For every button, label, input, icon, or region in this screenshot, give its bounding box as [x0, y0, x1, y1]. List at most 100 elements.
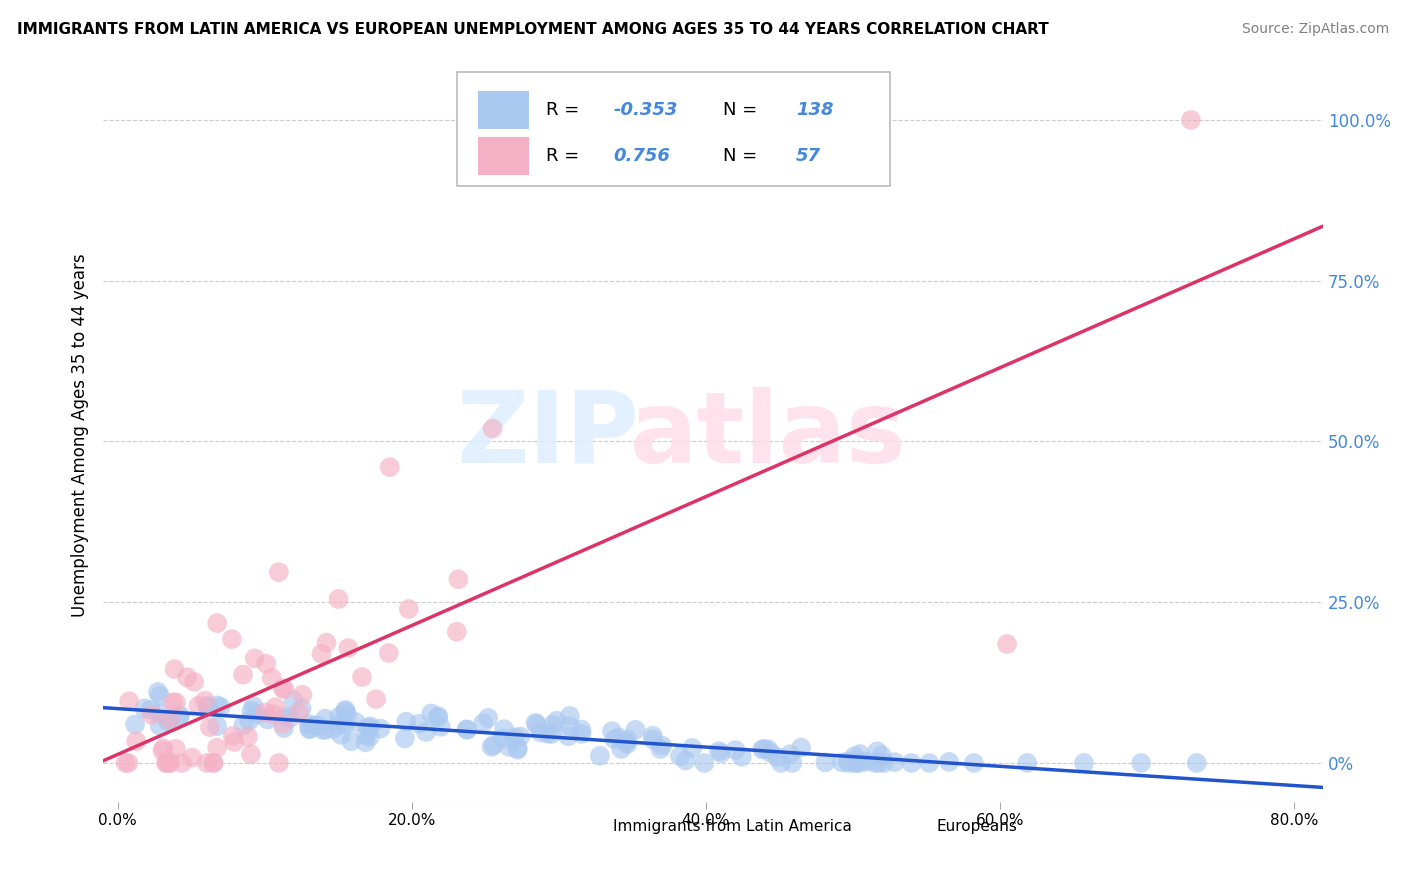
Point — [751, 742, 773, 756]
Point — [398, 602, 420, 616]
Point — [557, 729, 579, 743]
Point — [693, 756, 716, 770]
Point — [378, 460, 401, 475]
Point — [165, 742, 187, 756]
Point — [149, 689, 172, 703]
Point — [141, 708, 163, 723]
Point — [446, 624, 468, 639]
Text: Source: ZipAtlas.com: Source: ZipAtlas.com — [1241, 22, 1389, 37]
Point — [844, 749, 866, 764]
Point — [415, 725, 437, 739]
Point — [314, 712, 336, 726]
Point — [271, 681, 294, 695]
Point — [209, 700, 232, 714]
Point — [503, 731, 526, 745]
Point — [254, 657, 277, 671]
Point — [429, 720, 451, 734]
Point — [157, 756, 180, 770]
Point — [1180, 112, 1202, 127]
Point — [855, 755, 877, 769]
Point — [183, 674, 205, 689]
Point — [710, 746, 733, 760]
Point — [176, 670, 198, 684]
Point — [849, 747, 872, 761]
Point — [340, 734, 363, 748]
Point — [246, 707, 269, 722]
Point — [322, 722, 344, 736]
Point — [845, 756, 868, 770]
Point — [1073, 756, 1095, 770]
Point — [198, 720, 221, 734]
Point — [333, 704, 356, 718]
Point — [394, 731, 416, 746]
Point — [614, 735, 637, 749]
Point — [243, 651, 266, 665]
Point — [610, 742, 633, 756]
Point — [118, 694, 141, 708]
Point — [420, 706, 443, 721]
Point — [509, 730, 531, 744]
Point — [780, 756, 803, 770]
Point — [481, 421, 503, 435]
Point — [357, 721, 380, 735]
Point — [152, 741, 174, 756]
Point — [395, 714, 418, 729]
Text: N =: N = — [723, 147, 763, 165]
Point — [370, 722, 392, 736]
Point — [232, 718, 254, 732]
Point — [221, 632, 243, 647]
Point — [558, 719, 581, 733]
Point — [790, 740, 813, 755]
Text: ZIP: ZIP — [457, 386, 640, 483]
Point — [607, 731, 630, 745]
Point — [427, 709, 450, 723]
Point — [540, 727, 562, 741]
Point — [814, 756, 837, 770]
Text: N =: N = — [723, 102, 763, 120]
Point — [837, 755, 859, 769]
Point — [291, 688, 314, 702]
Point — [378, 646, 401, 660]
Point — [155, 756, 177, 770]
Text: atlas: atlas — [630, 386, 907, 483]
Point — [152, 744, 174, 758]
Point — [117, 756, 139, 770]
Text: 0.756: 0.756 — [613, 147, 671, 165]
Point — [298, 722, 321, 736]
Point — [315, 723, 337, 737]
Point — [526, 717, 548, 731]
Point — [650, 742, 672, 756]
Point — [307, 718, 329, 732]
Point — [197, 698, 219, 713]
Point — [506, 741, 529, 756]
Point — [267, 756, 290, 770]
Point — [148, 718, 170, 732]
Point — [187, 698, 209, 713]
Point — [707, 744, 730, 758]
Point — [995, 637, 1018, 651]
Point — [491, 731, 513, 746]
Point — [447, 572, 470, 586]
Point — [616, 737, 638, 751]
Point — [283, 693, 305, 707]
Point — [838, 756, 860, 770]
Point — [271, 717, 294, 731]
Point — [256, 712, 278, 726]
Point — [1130, 756, 1153, 770]
Point — [536, 726, 558, 740]
Point — [866, 744, 889, 758]
Point — [157, 714, 180, 729]
Point — [589, 748, 612, 763]
Point — [624, 723, 647, 737]
Point — [918, 756, 941, 770]
Point — [302, 718, 325, 732]
Point — [328, 592, 350, 607]
Point — [641, 729, 664, 743]
Point — [114, 756, 136, 770]
Point — [337, 640, 360, 655]
Point — [675, 754, 697, 768]
Point — [205, 740, 228, 755]
Point — [315, 635, 337, 649]
Point — [162, 695, 184, 709]
Text: R =: R = — [546, 147, 585, 165]
